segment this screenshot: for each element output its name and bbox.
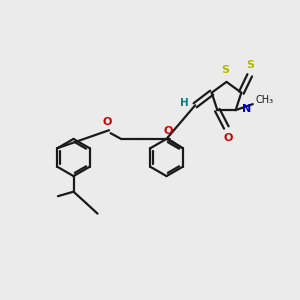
Text: O: O — [223, 133, 232, 143]
Text: N: N — [242, 103, 251, 114]
Text: S: S — [246, 60, 254, 70]
Text: CH₃: CH₃ — [256, 95, 274, 105]
Text: S: S — [221, 65, 229, 75]
Text: O: O — [164, 126, 173, 136]
Text: O: O — [103, 117, 112, 127]
Text: H: H — [180, 98, 189, 108]
